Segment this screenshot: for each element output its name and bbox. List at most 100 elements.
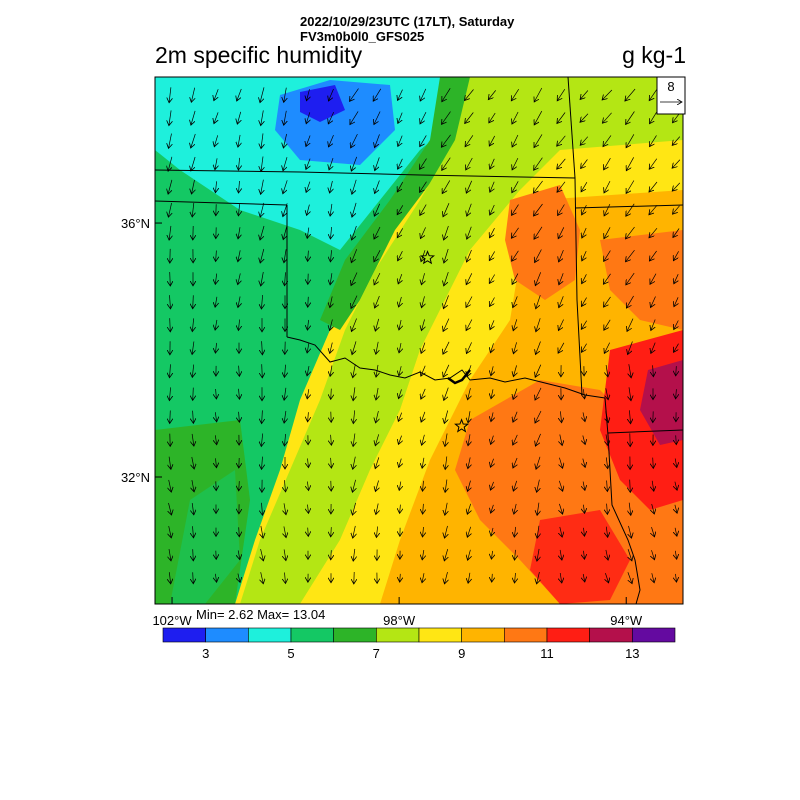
wind-arrow (374, 272, 381, 285)
wind-arrow (535, 410, 542, 423)
wind-arrow (675, 481, 677, 491)
wind-arrow (193, 410, 194, 424)
wind-arrow (169, 133, 172, 149)
wind-arrow (626, 134, 635, 147)
colorbar-swatch (162, 627, 206, 643)
colorbar-swatch (589, 627, 633, 643)
wind-arrow (261, 271, 264, 286)
wind-arrow (652, 503, 655, 514)
wind-arrow (533, 180, 543, 193)
wind-arrow (537, 479, 540, 493)
lat-tick-label: 36°N (121, 216, 150, 231)
wind-arrow (420, 181, 427, 193)
wind-arrow (307, 481, 308, 491)
wind-arrow (191, 87, 194, 103)
wind-arrow (467, 503, 470, 514)
wind-arrow (557, 158, 566, 169)
wind-arrow (261, 433, 262, 447)
wind-arrow (466, 319, 473, 331)
wind-arrow (284, 110, 287, 125)
wind-arrow (192, 433, 194, 446)
wind-arrow (353, 433, 355, 447)
wind-arrow (513, 342, 516, 353)
wind-arrow (537, 572, 540, 584)
wind-arrow (491, 527, 493, 536)
wind-arrow (192, 318, 193, 331)
wind-arrow (284, 433, 285, 446)
wind-arrow (237, 88, 242, 101)
wind-arrow (420, 135, 427, 146)
wind-arrow (238, 134, 240, 147)
wind-arrow (580, 136, 589, 146)
wind-arrow (675, 504, 677, 513)
wind-arrow (607, 503, 608, 515)
wind-arrow (559, 249, 564, 262)
wind-arrow (261, 294, 262, 309)
wind-arrow (513, 480, 516, 491)
wind-arrow (331, 434, 332, 445)
wind-arrow (651, 319, 656, 331)
wind-arrow (491, 435, 494, 445)
wind-arrow (330, 342, 333, 354)
wind-arrow (649, 158, 658, 170)
kansas-oklahoma-border (155, 169, 576, 179)
wind-arrow (606, 365, 608, 377)
wind-arrow (237, 111, 240, 124)
wind-arrow (626, 272, 635, 285)
wind-arrow (168, 156, 172, 171)
wind-arrow (583, 481, 585, 491)
wind-arrow (445, 502, 447, 515)
map-plot-area (155, 77, 683, 604)
wind-arrow (422, 550, 424, 560)
wind-arrow (489, 112, 496, 123)
wind-arrow (307, 366, 309, 376)
wind-arrow (260, 87, 265, 102)
wind-arrow (215, 319, 217, 330)
wind-arrow (331, 388, 332, 400)
wind-arrow (192, 179, 195, 194)
wind-arrow (350, 88, 359, 102)
wind-arrow (672, 136, 681, 146)
wind-arrow (375, 134, 380, 147)
wind-arrow (168, 179, 172, 194)
wind-arrow (376, 341, 378, 354)
wind-arrow (261, 179, 264, 195)
wind-arrow (169, 456, 171, 470)
wind-arrow (491, 412, 493, 421)
wind-arrow (170, 364, 171, 377)
wind-arrow (422, 457, 424, 468)
wind-arrow (192, 480, 194, 492)
wind-arrow (604, 319, 611, 330)
wind-arrow (558, 227, 565, 238)
wind-arrow (306, 181, 310, 193)
wind-arrow (492, 573, 493, 582)
wind-arrow (535, 387, 542, 400)
wind-arrow (630, 479, 631, 493)
wind-arrow (606, 457, 607, 468)
wind-arrow (534, 203, 543, 216)
wind-arrow (582, 204, 587, 215)
wind-arrow (215, 273, 216, 285)
wind-arrow (239, 411, 240, 422)
wind-arrow (583, 573, 585, 582)
wind-arrow (625, 88, 636, 101)
wind-arrow (465, 135, 474, 146)
colorbar-swatch (376, 627, 420, 643)
wind-arrow (399, 296, 402, 307)
wind-arrow (515, 572, 516, 583)
wind-arrow (512, 111, 519, 124)
wind-arrow (604, 296, 611, 307)
wind-arrow (465, 89, 474, 101)
wind-arrow (441, 134, 451, 147)
wind-arrow (376, 387, 378, 400)
wind-arrow (284, 249, 286, 262)
wind-arrow (445, 433, 447, 447)
wind-arrow (559, 503, 562, 514)
map-title: 2m specific humidity (155, 42, 363, 68)
wind-arrow (330, 319, 333, 331)
wind-arrow (169, 87, 171, 102)
wind-arrow (192, 364, 193, 378)
wind-arrow (466, 273, 473, 284)
wind-arrow (331, 527, 332, 537)
colorbar-swatch (418, 627, 462, 643)
